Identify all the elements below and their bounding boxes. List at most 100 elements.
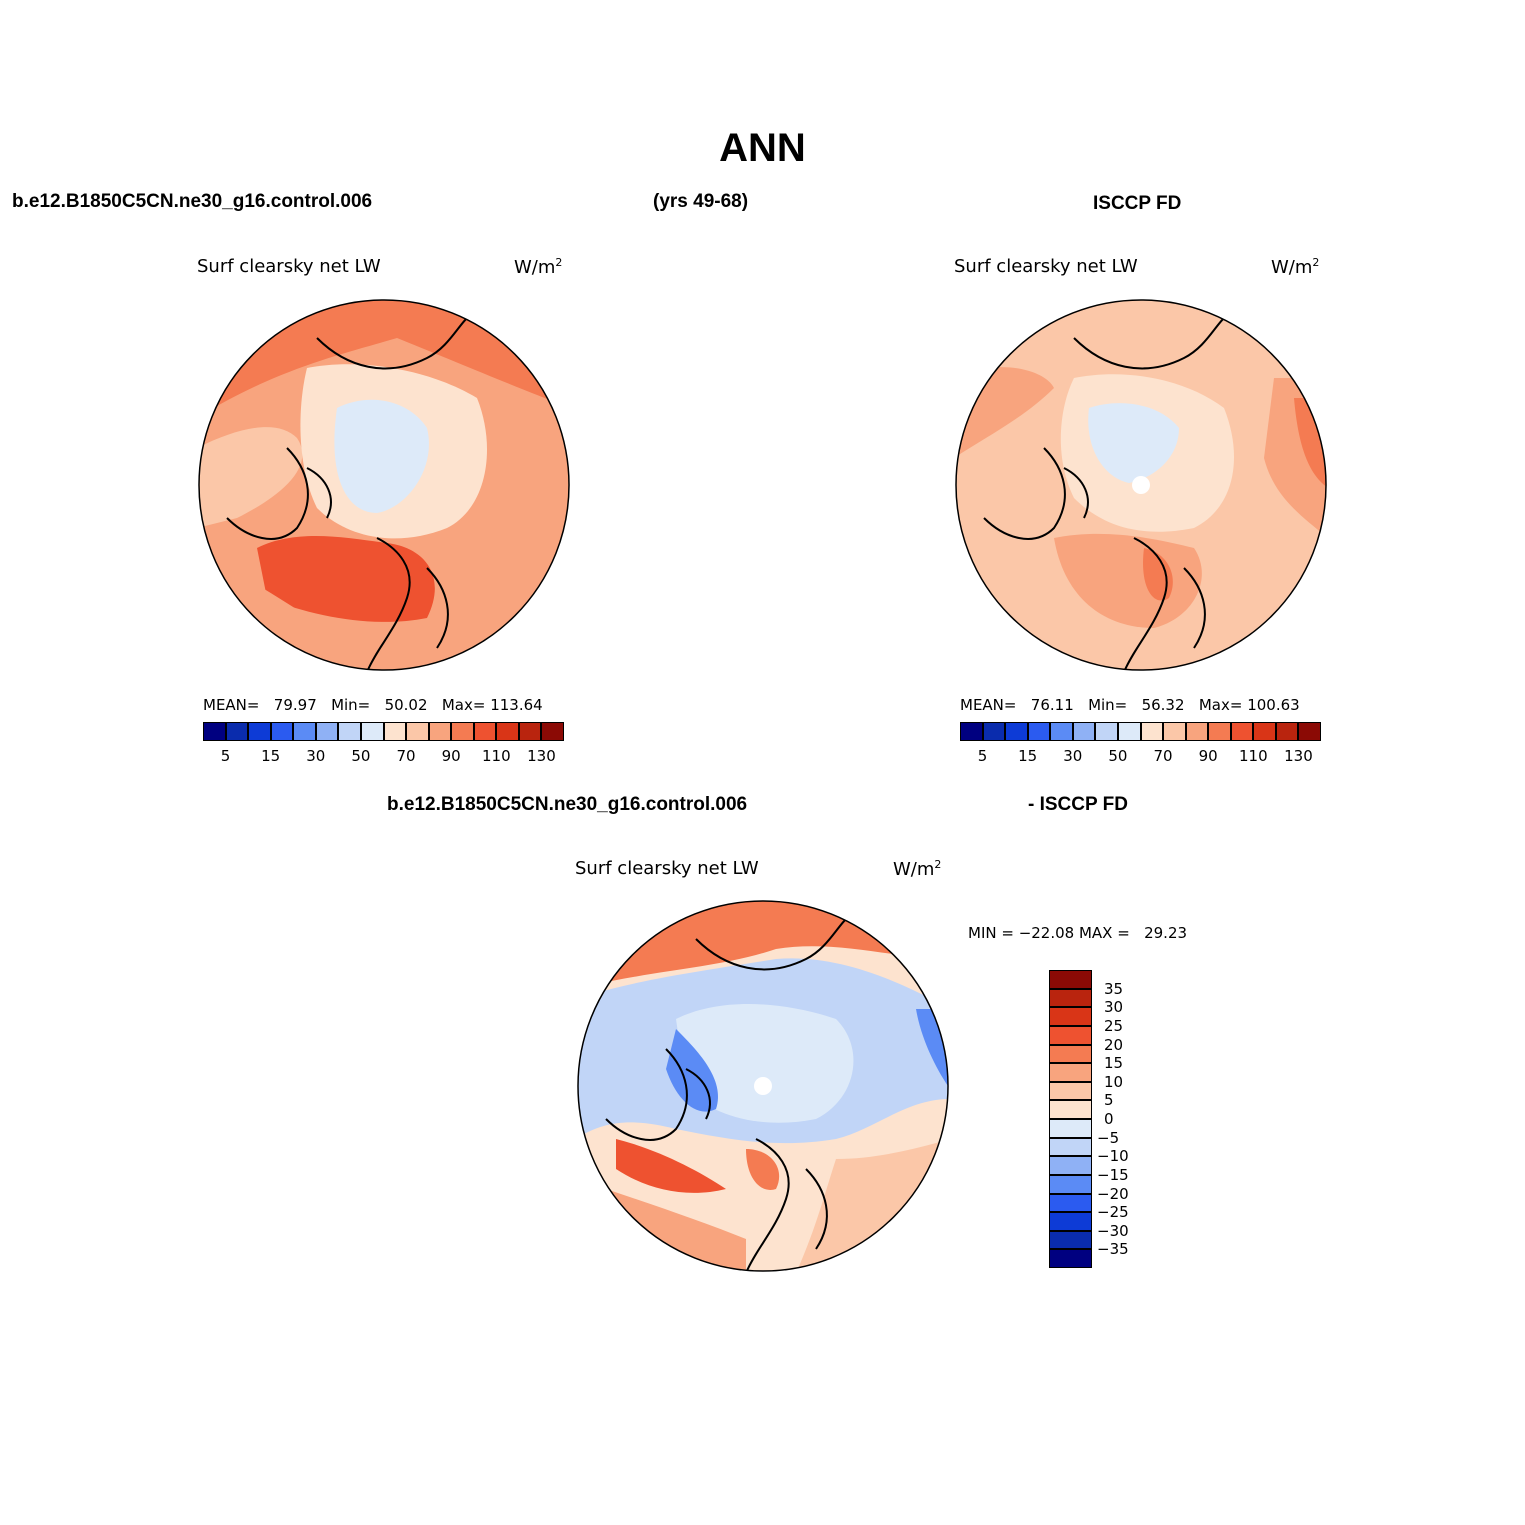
- years-header: (yrs 49-68): [653, 191, 749, 212]
- obs-units-label: W/m2: [1271, 256, 1320, 278]
- colorbar-swatch: [541, 722, 564, 741]
- colorbar-swatch: [1049, 1100, 1092, 1119]
- colorbar-swatch: [960, 722, 983, 741]
- model-variable-label: Surf clearsky net LW: [197, 256, 381, 277]
- colorbar-swatch: [1049, 1212, 1092, 1231]
- colorbar-tick-label: 10: [1104, 1072, 1124, 1091]
- colorbar-tick-label: 35: [1104, 979, 1124, 998]
- colorbar-tick-label: 50: [351, 747, 371, 765]
- colorbar-swatch: [451, 722, 474, 741]
- colorbar-swatch: [338, 722, 361, 741]
- model-units-label: W/m2: [514, 256, 563, 278]
- colorbar-swatch: [518, 722, 542, 741]
- colorbar-tick-label: 130: [1284, 747, 1313, 765]
- colorbar-swatch: [1049, 1063, 1092, 1082]
- colorbar-swatch: [1049, 988, 1092, 1008]
- colorbar-swatch: [1275, 722, 1299, 741]
- colorbar-swatch: [1208, 722, 1231, 741]
- colorbar-swatch: [1049, 1193, 1092, 1213]
- colorbar-tick-label: 5: [1104, 1091, 1114, 1110]
- colorbar-swatch: [1049, 970, 1092, 989]
- colorbar-swatch: [315, 722, 339, 741]
- obs-header: ISCCP FD: [1093, 193, 1182, 214]
- colorbar-tick-label: −5: [1097, 1128, 1120, 1147]
- colorbar-tick-label: 130: [527, 747, 556, 765]
- case-name-header: b.e12.B1850C5CN.ne30_g16.control.006: [12, 191, 373, 212]
- diff-units-label: W/m2: [893, 858, 942, 880]
- colorbar-tick-label: −15: [1097, 1165, 1129, 1184]
- colorbar-swatch: [225, 722, 249, 741]
- colorbar-tick-label: 110: [1238, 747, 1268, 765]
- colorbar-swatch: [1005, 722, 1028, 741]
- obs-polar-map: [955, 299, 1327, 671]
- colorbar-tick-label: 70: [1153, 747, 1173, 765]
- colorbar-tick-label: −10: [1097, 1147, 1129, 1166]
- colorbar-tick-label: −30: [1097, 1221, 1129, 1240]
- colorbar-tick-label: −25: [1097, 1203, 1129, 1222]
- model-colorbar-ticks: 5 15 30 50 70 90 110 130: [203, 747, 564, 767]
- colorbar-swatch: [1049, 1119, 1092, 1138]
- diff-polar-map: [577, 900, 949, 1272]
- model-stats: MEAN= 79.97 Min= 50.02 Max= 113.64: [203, 696, 543, 714]
- colorbar-swatch: [1049, 1230, 1092, 1250]
- colorbar-tick-label: 15: [1104, 1054, 1124, 1073]
- colorbar-tick-label: 110: [481, 747, 511, 765]
- obs-colorbar: [960, 722, 1321, 741]
- colorbar-swatch: [428, 722, 452, 741]
- colorbar-swatch: [383, 722, 407, 741]
- colorbar-tick-label: 30: [1063, 747, 1083, 765]
- model-polar-map: [198, 299, 570, 671]
- colorbar-swatch: [1050, 722, 1073, 741]
- colorbar-tick-label: 50: [1108, 747, 1128, 765]
- colorbar-swatch: [203, 722, 226, 741]
- colorbar-tick-label: 0: [1104, 1110, 1114, 1128]
- colorbar-swatch: [1049, 1044, 1092, 1064]
- colorbar-tick-label: 5: [977, 747, 988, 765]
- colorbar-swatch: [1117, 722, 1141, 741]
- colorbar-swatch: [1072, 722, 1096, 741]
- colorbar-tick-label: 30: [1104, 998, 1124, 1017]
- colorbar-swatch: [406, 722, 429, 741]
- colorbar-swatch: [293, 722, 316, 741]
- diff-obs-header: - ISCCP FD: [1028, 794, 1128, 815]
- colorbar-swatch: [1095, 722, 1118, 741]
- colorbar-swatch: [496, 722, 519, 741]
- colorbar-tick-label: 90: [1198, 747, 1218, 765]
- colorbar-tick-label: 25: [1104, 1016, 1124, 1035]
- diff-case-header: b.e12.B1850C5CN.ne30_g16.control.006: [387, 794, 748, 815]
- colorbar-swatch: [1049, 1081, 1092, 1101]
- obs-colorbar-ticks: 5 15 30 50 70 90 110 130: [960, 747, 1321, 767]
- colorbar-tick-label: 30: [306, 747, 326, 765]
- colorbar-swatch: [473, 722, 497, 741]
- model-colorbar: [203, 722, 564, 741]
- colorbar-tick-label: 15: [1018, 747, 1038, 765]
- colorbar-swatch: [1230, 722, 1254, 741]
- diff-colorbar-ticks: 35 30 25 20 15 10 5 0 −5 −10 −15 −20 −25 −30 −35: [1097, 970, 1157, 1268]
- colorbar-swatch: [1253, 722, 1276, 741]
- colorbar-tick-label: −20: [1097, 1184, 1129, 1203]
- diff-minmax: MIN = −22.08 MAX = 29.23: [968, 924, 1188, 942]
- diff-variable-label: Surf clearsky net LW: [575, 858, 759, 879]
- colorbar-swatch: [1163, 722, 1186, 741]
- colorbar-tick-label: 90: [441, 747, 461, 765]
- colorbar-swatch: [1027, 722, 1051, 741]
- colorbar-swatch: [1049, 1007, 1092, 1026]
- obs-variable-label: Surf clearsky net LW: [954, 256, 1138, 277]
- colorbar-swatch: [248, 722, 271, 741]
- colorbar-swatch: [1049, 1156, 1092, 1175]
- colorbar-swatch: [1049, 1249, 1092, 1268]
- colorbar-swatch: [360, 722, 384, 741]
- obs-stats: MEAN= 76.11 Min= 56.32 Max= 100.63: [960, 696, 1300, 714]
- colorbar-swatch: [1140, 722, 1164, 741]
- colorbar-tick-label: 20: [1104, 1035, 1124, 1054]
- colorbar-swatch: [1185, 722, 1209, 741]
- colorbar-tick-label: 15: [261, 747, 281, 765]
- colorbar-tick-label: −35: [1097, 1240, 1129, 1259]
- page-title: ANN: [719, 126, 806, 170]
- colorbar-swatch: [1049, 1174, 1092, 1194]
- colorbar-tick-label: 70: [396, 747, 416, 765]
- colorbar-swatch: [1049, 1025, 1092, 1045]
- colorbar-swatch: [1049, 1137, 1092, 1157]
- colorbar-swatch: [270, 722, 294, 741]
- colorbar-tick-label: 5: [220, 747, 231, 765]
